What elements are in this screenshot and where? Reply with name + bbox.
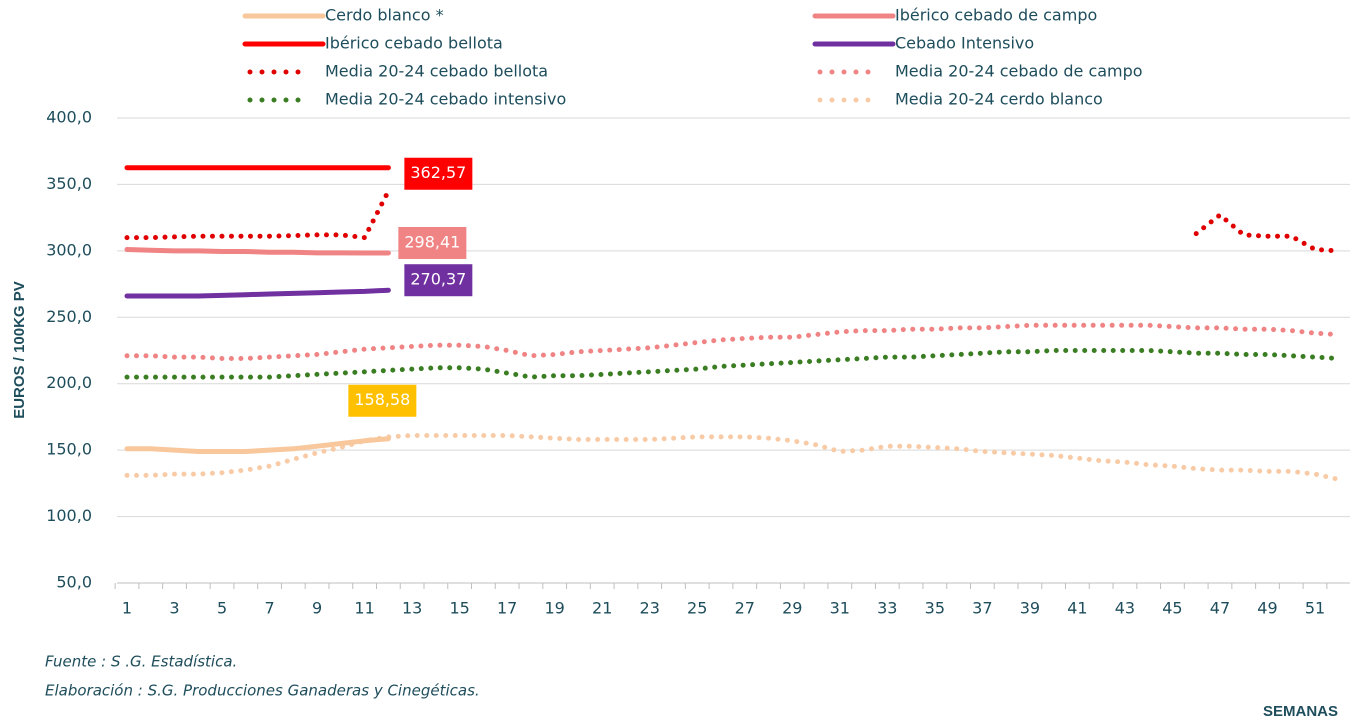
x-tick-label: 25 [687, 599, 707, 618]
source-note: Fuente : S .G. Estadística. [45, 653, 237, 671]
x-tick-label: 41 [1067, 599, 1087, 618]
y-tick-label: 350,0 [46, 174, 92, 193]
x-tick-label: 23 [640, 599, 660, 618]
y-tick-label: 150,0 [46, 440, 92, 459]
data-label: 362,57 [410, 163, 466, 182]
x-tick-label: 11 [354, 599, 374, 618]
legend-label: Media 20-24 cebado intensivo [325, 90, 566, 109]
x-tick-label: 47 [1210, 599, 1230, 618]
x-tick-label: 3 [169, 599, 179, 618]
series-line [124, 247, 391, 256]
data-label-box [404, 264, 473, 297]
data-label-box [404, 157, 473, 190]
y-tick-label: 300,0 [46, 240, 92, 259]
data-label-box [398, 226, 467, 259]
y-tick-label: 400,0 [46, 108, 92, 127]
y-tick-label: 200,0 [46, 373, 92, 392]
data-label-box [348, 384, 417, 417]
x-tick-label: 9 [312, 599, 322, 618]
x-tick-label: 49 [1257, 599, 1277, 618]
x-tick-label: 1 [122, 599, 132, 618]
legend-label: Media 20-24 cebado bellota [325, 62, 548, 81]
x-tick-label: 43 [1115, 599, 1135, 618]
legend-label: Ibérico cebado de campo [895, 6, 1097, 25]
x-tick-label: 17 [497, 599, 517, 618]
series-line [124, 436, 391, 454]
data-label: 298,41 [404, 232, 460, 251]
x-tick-label: 45 [1162, 599, 1182, 618]
data-label: 158,58 [354, 390, 410, 409]
x-axis-title: SEMANAS [1263, 703, 1338, 720]
x-tick-label: 31 [830, 599, 850, 618]
x-tick-label: 29 [782, 599, 802, 618]
legend-label: Ibérico cebado bellota [325, 34, 503, 53]
y-tick-label: 50,0 [56, 573, 92, 592]
data-label: 270,37 [410, 270, 466, 289]
series-line [124, 287, 391, 299]
y-tick-label: 100,0 [46, 506, 92, 525]
y-tick-label: 250,0 [46, 307, 92, 326]
credit-note: Elaboración : S.G. Producciones Ganadera… [45, 682, 480, 700]
series-line [124, 322, 1342, 361]
y-axis-title: EUROS / 100KG PV [11, 281, 28, 419]
x-tick-label: 33 [877, 599, 897, 618]
x-tick-label: 13 [402, 599, 422, 618]
legend-label: Cerdo blanco * [325, 6, 444, 25]
x-tick-label: 19 [545, 599, 565, 618]
legend-label: Media 20-24 cebado de campo [895, 62, 1143, 81]
legend-label: Cebado Intensivo [895, 34, 1034, 53]
x-tick-label: 7 [264, 599, 274, 618]
series-line [124, 348, 1342, 380]
legend-label: Media 20-24 cerdo blanco [895, 90, 1103, 109]
x-tick-label: 27 [735, 599, 755, 618]
x-tick-label: 21 [592, 599, 612, 618]
x-tick-label: 15 [449, 599, 469, 618]
x-tick-label: 37 [972, 599, 992, 618]
series-line [124, 188, 1342, 254]
x-tick-label: 35 [925, 599, 945, 618]
x-tick-label: 39 [1020, 599, 1040, 618]
series-line [124, 433, 1342, 482]
x-tick-label: 51 [1305, 599, 1325, 618]
x-tick-label: 5 [217, 599, 227, 618]
